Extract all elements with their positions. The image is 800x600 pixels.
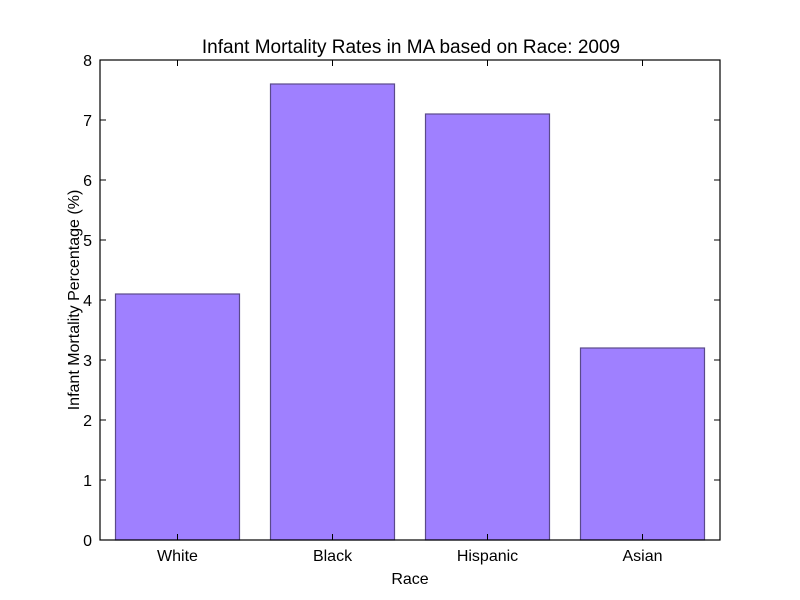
bar-hispanic <box>424 113 551 541</box>
y-tick-label: 5 <box>83 233 92 250</box>
y-tick-label: 6 <box>83 173 92 190</box>
x-tick-label-hispanic: Hispanic <box>457 548 518 565</box>
bar-black <box>269 83 396 541</box>
chart-title: Infant Mortality Rates in MA based on Ra… <box>202 37 620 58</box>
x-tick-label-white: White <box>157 548 198 565</box>
x-axis: White Black Hispanic Asian <box>157 60 663 565</box>
x-tick-label-asian: Asian <box>622 548 662 565</box>
y-axis: 0 1 2 3 4 5 6 7 8 <box>83 53 720 550</box>
bar-asian <box>579 347 706 541</box>
y-tick-label: 4 <box>83 293 92 310</box>
x-axis-label: Race <box>391 571 428 588</box>
y-tick-label: 2 <box>83 413 92 430</box>
y-tick-label: 0 <box>83 533 92 550</box>
bars-group <box>114 83 706 541</box>
bar-white <box>114 293 241 541</box>
x-tick-label-black: Black <box>313 548 353 565</box>
y-axis-label: Infant Mortality Percentage (%) <box>66 190 83 411</box>
y-tick-label: 1 <box>83 473 92 490</box>
y-tick-label: 8 <box>83 53 92 70</box>
y-tick-label: 3 <box>83 353 92 370</box>
y-tick-label: 7 <box>83 113 92 130</box>
